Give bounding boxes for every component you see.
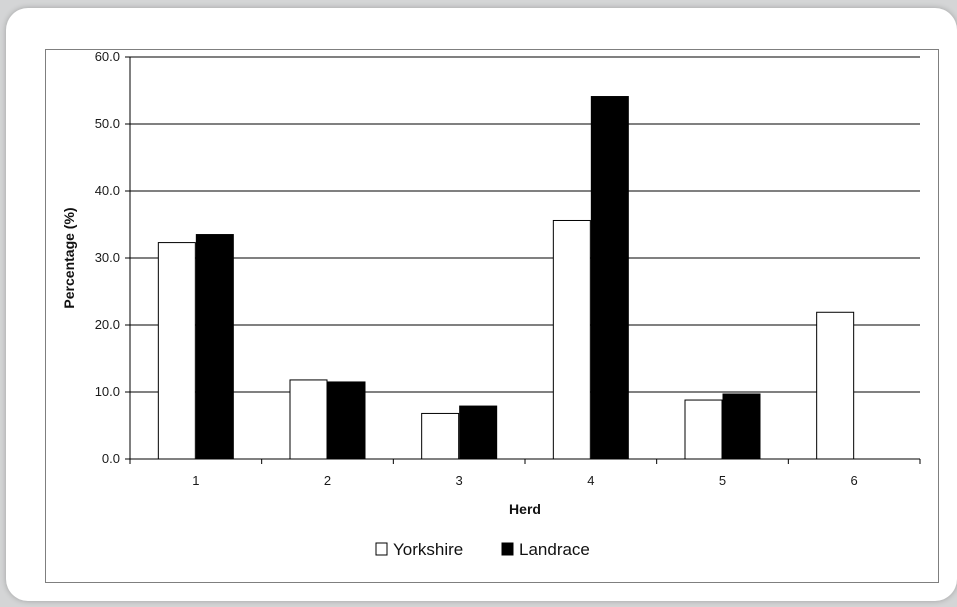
bar-yorkshire-herd-3: [421, 412, 460, 460]
legend-swatch-yorkshire: [375, 542, 388, 556]
y-tick-labels: 0.0 10.0 20.0 30.0 40.0 50.0 60.0: [95, 49, 120, 466]
bar-landrace-herd-2: [327, 381, 366, 460]
bar-yorkshire-herd-2: [289, 379, 328, 460]
bar-landrace-herd-1: [195, 234, 234, 460]
y-tick-label: 30.0: [95, 250, 120, 265]
gridlines: [130, 56, 920, 393]
y-tick-label: 0.0: [102, 451, 120, 466]
y-tick-label: 20.0: [95, 317, 120, 332]
bar-yorkshire-herd-5: [684, 399, 723, 460]
bars: [157, 96, 855, 460]
y-tick-label: 40.0: [95, 183, 120, 198]
y-tick-label: 60.0: [95, 49, 120, 64]
x-tick-label: 1: [192, 473, 199, 488]
x-tick-label: 4: [587, 473, 594, 488]
x-tick-labels: 1 2 3 4 5 6: [192, 473, 858, 488]
x-axis-title: Herd: [509, 501, 541, 517]
y-axis-title: Percentage (%): [61, 207, 77, 308]
x-tick-label: 6: [851, 473, 858, 488]
x-tick-label: 5: [719, 473, 726, 488]
x-tick-label: 3: [456, 473, 463, 488]
legend-swatch-landrace: [501, 542, 514, 556]
legend-label-yorkshire: Yorkshire: [393, 540, 463, 559]
bar-yorkshire-herd-6: [816, 311, 855, 460]
axes: [125, 56, 921, 464]
x-tick-label: 2: [324, 473, 331, 488]
y-tick-label: 10.0: [95, 384, 120, 399]
bar-yorkshire-herd-1: [157, 242, 196, 460]
bar-landrace-herd-3: [459, 405, 498, 460]
bar-yorkshire-herd-4: [552, 219, 591, 460]
legend: Yorkshire Landrace: [375, 540, 590, 559]
bar-landrace-herd-5: [722, 393, 761, 460]
chart-card: [6, 8, 957, 601]
legend-label-landrace: Landrace: [519, 540, 590, 559]
bar-landrace-herd-4: [590, 96, 629, 460]
y-tick-label: 50.0: [95, 116, 120, 131]
